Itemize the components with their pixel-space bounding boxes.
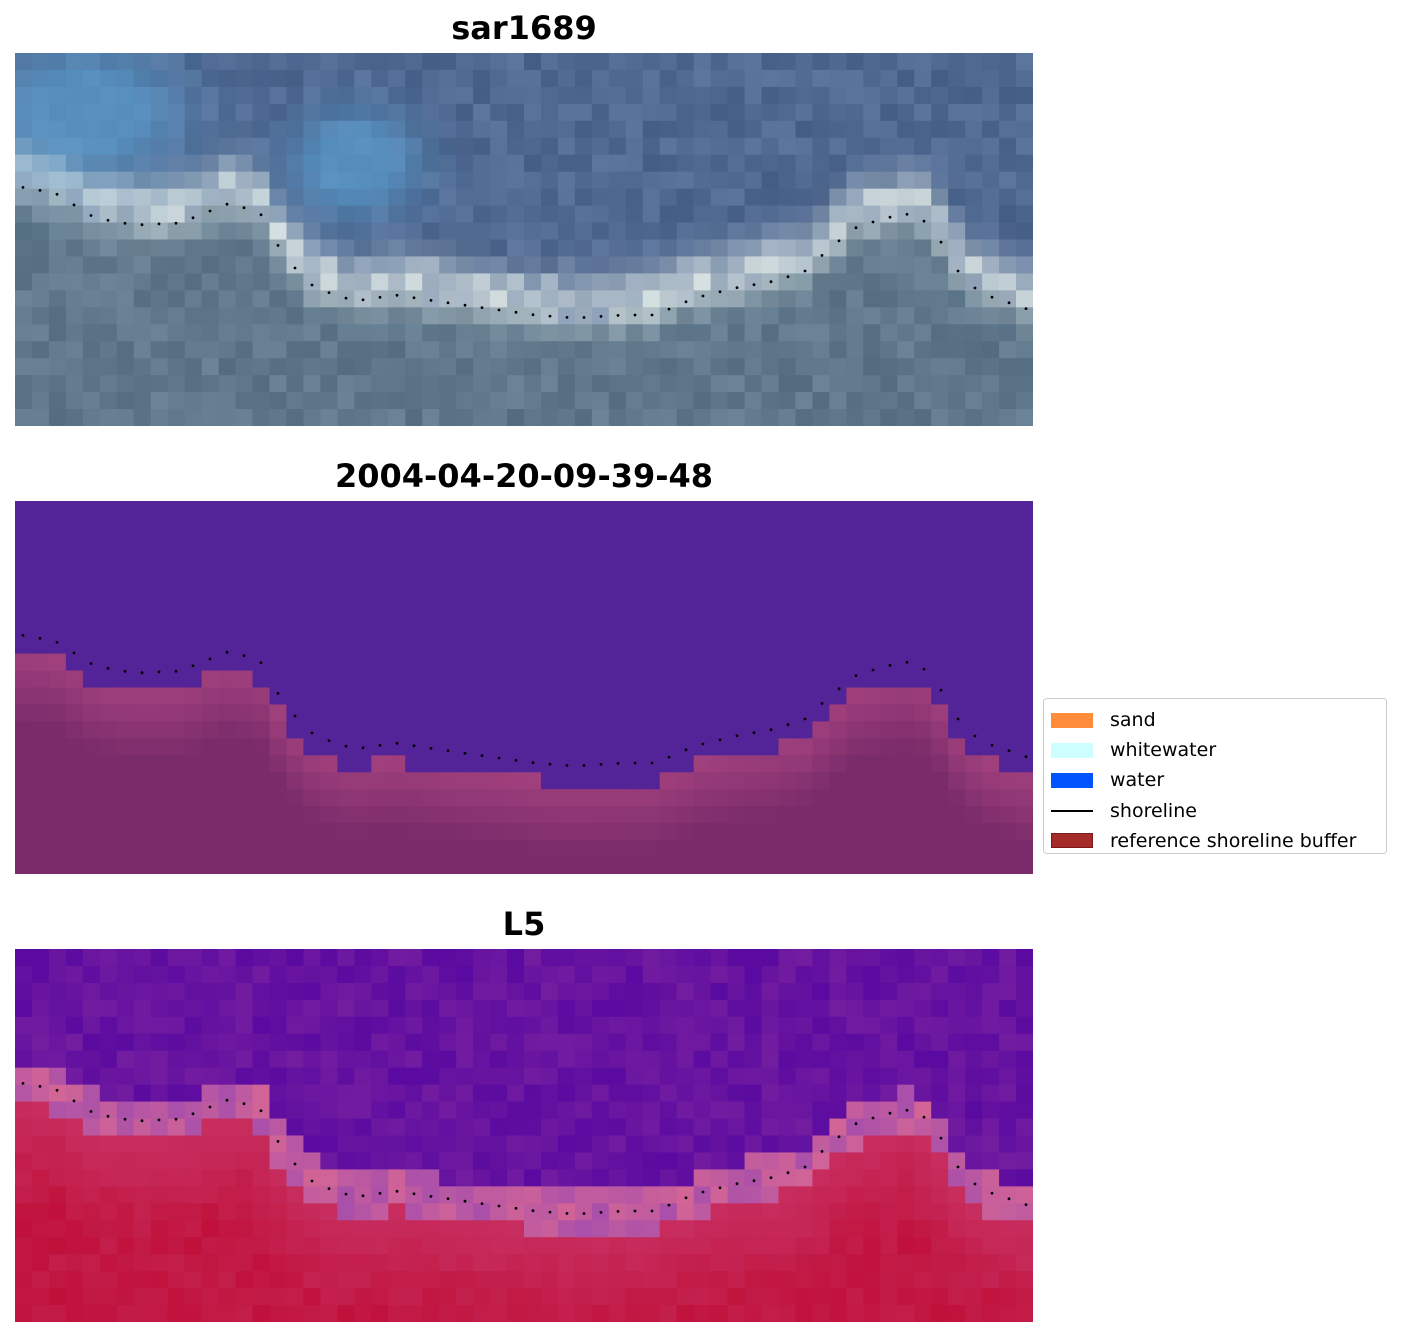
legend-item-buffer: reference shoreline buffer [1051,826,1379,856]
panel-title-index: L5 [502,905,546,943]
legend: sand whitewater water shoreline referenc… [1043,698,1387,854]
whitewater-swatch-icon [1051,742,1093,758]
legend-label: whitewater [1110,739,1217,762]
panel-title-classified: 2004-04-20-09-39-48 [334,457,714,495]
panel-title-rgb: sar1689 [451,9,597,47]
water-swatch-icon [1051,772,1093,788]
rgb-image [15,53,1033,426]
legend-item-water: water [1051,765,1379,795]
shoreline-line-icon [1051,809,1093,812]
legend-label: reference shoreline buffer [1110,829,1357,852]
legend-item-sand: sand [1051,705,1379,735]
shoreline-dots [21,186,1028,319]
buffer-swatch-icon [1051,833,1093,849]
index-image-panel [15,949,1033,1322]
legend-label: water [1110,769,1165,792]
classified-image [15,501,1033,874]
legend-item-whitewater: whitewater [1051,735,1379,765]
classified-image-panel [15,501,1033,874]
legend-item-shoreline: shoreline [1051,796,1379,826]
sand-swatch-icon [1051,712,1093,728]
rgb-image-panel [15,53,1033,426]
shoreline-dots [21,1082,1028,1215]
index-image [15,949,1033,1322]
shoreline-dots [21,634,1028,767]
legend-label: sand [1110,709,1156,732]
legend-label: shoreline [1110,799,1197,822]
